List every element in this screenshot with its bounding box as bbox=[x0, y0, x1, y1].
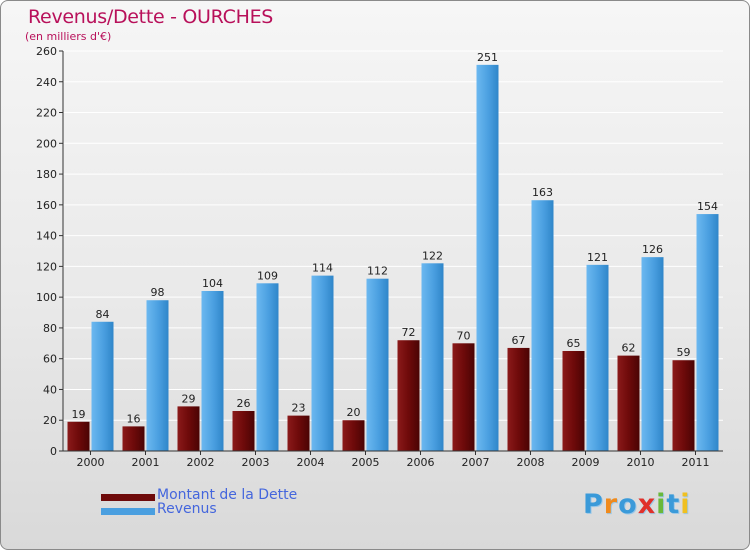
legend-swatch-dette bbox=[101, 494, 155, 501]
data-label-dette: 20 bbox=[347, 406, 361, 419]
data-label-dette: 16 bbox=[127, 412, 141, 425]
y-tick-label: 60 bbox=[43, 353, 57, 366]
bar-revenus bbox=[146, 300, 169, 451]
data-label-revenus: 121 bbox=[587, 251, 608, 264]
bar-dette bbox=[232, 411, 255, 451]
data-label-revenus: 251 bbox=[477, 51, 498, 64]
legend-label-dette: Montant de la Dette bbox=[157, 487, 298, 503]
data-label-dette: 70 bbox=[457, 329, 471, 342]
x-tick-label: 2006 bbox=[407, 456, 435, 469]
data-label-revenus: 126 bbox=[642, 243, 663, 256]
bar-dette bbox=[507, 347, 530, 451]
x-tick-label: 2011 bbox=[682, 456, 710, 469]
data-label-revenus: 114 bbox=[312, 262, 333, 275]
data-label-revenus: 154 bbox=[697, 200, 718, 213]
bar-dette bbox=[617, 355, 640, 451]
chart-subtitle: (en milliers d'€) bbox=[25, 30, 112, 43]
x-tick-label: 2009 bbox=[572, 456, 600, 469]
y-tick-label: 140 bbox=[36, 230, 57, 243]
bar-revenus bbox=[531, 200, 554, 451]
data-label-revenus: 98 bbox=[151, 286, 165, 299]
y-tick-label: 200 bbox=[36, 137, 57, 150]
bar-dette bbox=[452, 343, 475, 451]
data-label-revenus: 112 bbox=[367, 265, 388, 278]
y-tick-label: 40 bbox=[43, 383, 57, 396]
x-tick-label: 2010 bbox=[627, 456, 655, 469]
chart-title: Revenus/Dette - OURCHES bbox=[28, 6, 274, 28]
bar-dette bbox=[67, 421, 90, 451]
bar-revenus bbox=[641, 257, 664, 451]
data-label-dette: 59 bbox=[677, 346, 691, 359]
bar-revenus bbox=[201, 291, 224, 451]
data-label-dette: 19 bbox=[72, 408, 86, 421]
data-label-revenus: 109 bbox=[257, 269, 278, 282]
x-tick-label: 2007 bbox=[462, 456, 490, 469]
bar-dette bbox=[177, 406, 200, 451]
y-tick-label: 160 bbox=[36, 199, 57, 212]
y-tick-label: 20 bbox=[43, 414, 57, 427]
data-label-revenus: 163 bbox=[532, 186, 553, 199]
bar-dette bbox=[122, 426, 145, 451]
bar-revenus bbox=[586, 264, 609, 451]
proxiti-logo: Proxiti bbox=[583, 489, 691, 520]
legend-label-revenus: Revenus bbox=[157, 501, 217, 517]
legend-swatch-revenus bbox=[101, 508, 155, 515]
data-label-dette: 62 bbox=[622, 342, 636, 355]
bar-revenus bbox=[421, 263, 444, 451]
data-label-dette: 23 bbox=[292, 402, 306, 415]
data-label-revenus: 122 bbox=[422, 249, 443, 262]
data-label-dette: 67 bbox=[512, 334, 526, 347]
bar-dette bbox=[562, 351, 585, 451]
y-tick-label: 100 bbox=[36, 291, 57, 304]
data-label-dette: 26 bbox=[237, 397, 251, 410]
y-tick-label: 260 bbox=[36, 45, 57, 58]
bar-revenus bbox=[366, 278, 389, 451]
x-tick-label: 2000 bbox=[77, 456, 105, 469]
y-tick-label: 180 bbox=[36, 168, 57, 181]
x-tick-label: 2005 bbox=[352, 456, 380, 469]
data-label-dette: 65 bbox=[567, 337, 581, 350]
x-tick-label: 2001 bbox=[132, 456, 160, 469]
bar-dette bbox=[397, 340, 420, 451]
y-tick-label: 80 bbox=[43, 322, 57, 335]
y-tick-label: 120 bbox=[36, 260, 57, 273]
bar-revenus bbox=[696, 214, 719, 451]
bar-dette bbox=[287, 415, 310, 451]
y-tick-label: 0 bbox=[50, 445, 57, 458]
bar-revenus bbox=[311, 275, 334, 451]
bar-dette bbox=[672, 360, 695, 451]
bar-revenus bbox=[476, 64, 499, 451]
bar-revenus bbox=[256, 283, 279, 451]
data-label-dette: 72 bbox=[402, 326, 416, 339]
x-tick-label: 2004 bbox=[297, 456, 325, 469]
x-tick-label: 2003 bbox=[242, 456, 270, 469]
data-label-revenus: 84 bbox=[96, 308, 110, 321]
data-label-dette: 29 bbox=[182, 392, 196, 405]
y-tick-label: 220 bbox=[36, 107, 57, 120]
data-label-revenus: 104 bbox=[202, 277, 223, 290]
y-tick-label: 240 bbox=[36, 76, 57, 89]
bar-revenus bbox=[91, 321, 114, 451]
x-tick-label: 2002 bbox=[187, 456, 215, 469]
x-tick-label: 2008 bbox=[517, 456, 545, 469]
bar-dette bbox=[342, 420, 365, 451]
